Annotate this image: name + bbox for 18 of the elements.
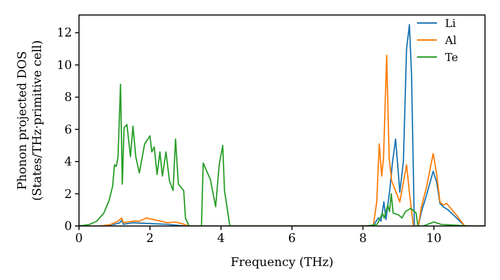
x-tick-label: 2 bbox=[146, 231, 154, 245]
y-tick-label: 4 bbox=[64, 154, 72, 169]
y-tick-label: 8 bbox=[64, 90, 72, 104]
x-axis-title: Frequency (THz) bbox=[230, 255, 334, 269]
y-tick-label: 2 bbox=[64, 186, 72, 201]
legend-label: Li bbox=[445, 17, 456, 30]
y-tick-label: 12 bbox=[56, 26, 72, 40]
legend-label: Te bbox=[445, 51, 458, 64]
x-tick-label: 0 bbox=[75, 231, 83, 245]
x-tick-label: 10 bbox=[426, 231, 442, 245]
x-tick-label: 4 bbox=[217, 231, 226, 245]
x-tick-label: 6 bbox=[288, 231, 296, 245]
legend-label: Al bbox=[444, 34, 457, 47]
y-tick-label: 6 bbox=[64, 122, 72, 136]
y-tick-label: 0 bbox=[64, 219, 72, 233]
y-axis-title: Phonon projected DOS (States/THz·primitive cell) bbox=[15, 40, 44, 201]
x-tick-label: 8 bbox=[359, 231, 367, 245]
y-tick-label: 10 bbox=[56, 58, 72, 72]
